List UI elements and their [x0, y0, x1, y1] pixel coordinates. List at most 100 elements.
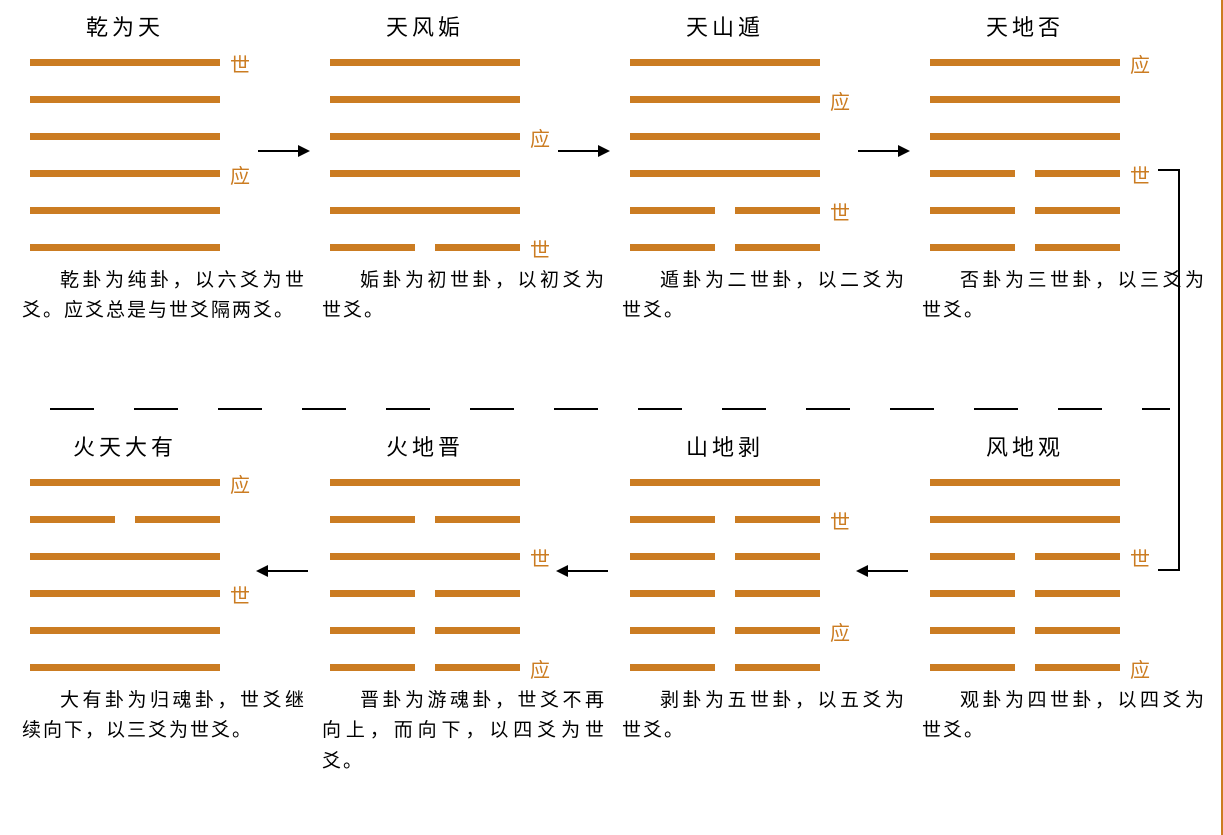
hex-pi: 天地否 应世 否卦为三世卦，以三爻为世爻。 [930, 10, 1190, 327]
hexagram-lines: 应世 [330, 54, 570, 254]
ying-label: 应 [830, 617, 850, 646]
hexagram-lines: 应世 [930, 54, 1170, 254]
connector-line [1178, 170, 1180, 570]
hexagram-lines: 世应 [30, 54, 270, 254]
ying-label: 应 [830, 86, 850, 115]
yin-line: 世 [630, 516, 870, 524]
hex-desc: 观卦为四世卦，以四爻为世爻。 [922, 686, 1206, 747]
ying-label: 应 [530, 654, 550, 683]
yang-line [330, 59, 570, 67]
hex-title: 天山遁 [630, 10, 820, 42]
hexagram-diagram: 乾为天 世应 乾卦为纯卦，以六爻为世爻。应爻总是与世爻隔两爻。 天风姤 应世 姤… [20, 10, 1203, 825]
hex-desc: 姤卦为初世卦，以初爻为世爻。 [322, 266, 606, 327]
hexagram-lines: 世应 [630, 474, 870, 674]
arrow-icon [858, 150, 908, 152]
arrow-icon [558, 150, 608, 152]
yang-line [30, 133, 270, 141]
ying-label: 应 [230, 160, 250, 189]
yin-line [630, 590, 870, 598]
hexagram-lines: 世应 [930, 474, 1170, 674]
shi-label: 世 [230, 580, 250, 609]
yang-line [30, 96, 270, 104]
yin-line: 应 [630, 627, 870, 635]
arrow-icon [258, 570, 308, 572]
hex-title: 火天大有 [30, 430, 220, 462]
yin-line [930, 244, 1170, 252]
yang-line: 应 [630, 96, 870, 104]
yang-line [30, 207, 270, 215]
yin-line [930, 590, 1170, 598]
yang-line [930, 133, 1170, 141]
hex-guan: 风地观 世应 观卦为四世卦，以四爻为世爻。 [930, 430, 1190, 747]
yang-line [630, 133, 870, 141]
hex-jin: 火地晋 世应 晋卦为游魂卦，世爻不再向上，而向下，以四爻为世爻。 [330, 430, 590, 777]
hex-title: 火地晋 [330, 430, 520, 462]
yang-line: 应 [330, 133, 570, 141]
yin-line: 世 [330, 244, 570, 252]
shi-label: 世 [530, 234, 550, 263]
ying-label: 应 [1130, 49, 1150, 78]
hexagram-lines: 应世 [30, 474, 270, 674]
yin-line [630, 553, 870, 561]
ying-label: 应 [1130, 654, 1150, 683]
shi-label: 世 [530, 543, 550, 572]
yang-line [930, 479, 1170, 487]
hex-dayou: 火天大有 应世 大有卦为归魂卦，世爻继续向下，以三爻为世爻。 [30, 430, 290, 747]
yin-line [330, 516, 570, 524]
ying-label: 应 [530, 123, 550, 152]
yin-line: 应 [330, 664, 570, 672]
yin-line [330, 590, 570, 598]
arrow-icon [858, 570, 908, 572]
yin-line [930, 207, 1170, 215]
yang-line [630, 59, 870, 67]
yin-line: 世 [630, 207, 870, 215]
arrow-icon [258, 150, 308, 152]
yang-line [630, 170, 870, 178]
yang-line [930, 516, 1170, 524]
hex-desc: 大有卦为归魂卦，世爻继续向下，以三爻为世爻。 [22, 686, 306, 747]
yin-line [630, 664, 870, 672]
shi-label: 世 [830, 197, 850, 226]
hex-desc: 否卦为三世卦，以三爻为世爻。 [922, 266, 1206, 327]
shi-label: 世 [1130, 160, 1150, 189]
yin-line: 世 [930, 170, 1170, 178]
yin-line: 应 [930, 664, 1170, 672]
yang-line [30, 664, 270, 672]
yin-line [630, 244, 870, 252]
yang-line: 应 [30, 170, 270, 178]
divider-line [50, 408, 1170, 410]
yang-line [30, 244, 270, 252]
hex-title: 乾为天 [30, 10, 220, 42]
yang-line [30, 553, 270, 561]
arrow-icon [558, 570, 608, 572]
hex-dun: 天山遁 应世 遁卦为二世卦，以二爻为世爻。 [630, 10, 890, 327]
hex-bo: 山地剥 世应 剥卦为五世卦，以五爻为世爻。 [630, 430, 890, 747]
hex-desc: 遁卦为二世卦，以二爻为世爻。 [622, 266, 906, 327]
shi-label: 世 [1130, 543, 1150, 572]
yang-line: 应 [930, 59, 1170, 67]
yang-line [930, 96, 1170, 104]
yang-line: 世 [30, 590, 270, 598]
yin-line: 世 [930, 553, 1170, 561]
yang-line: 世 [330, 553, 570, 561]
hex-desc: 剥卦为五世卦，以五爻为世爻。 [622, 686, 906, 747]
hex-desc: 晋卦为游魂卦，世爻不再向上，而向下，以四爻为世爻。 [322, 686, 606, 777]
yang-line [330, 96, 570, 104]
yang-line [330, 170, 570, 178]
yang-line: 世 [30, 59, 270, 67]
hex-desc: 乾卦为纯卦，以六爻为世爻。应爻总是与世爻隔两爻。 [22, 266, 306, 327]
connector-line [1158, 169, 1180, 171]
yin-line [930, 627, 1170, 635]
hex-title: 风地观 [930, 430, 1120, 462]
yang-line [330, 207, 570, 215]
yang-line [330, 479, 570, 487]
shi-label: 世 [830, 506, 850, 535]
hex-title: 天地否 [930, 10, 1120, 42]
hex-gou: 天风姤 应世 姤卦为初世卦，以初爻为世爻。 [330, 10, 590, 327]
connector-line [1158, 569, 1180, 571]
hexagram-lines: 应世 [630, 54, 870, 254]
hex-qian: 乾为天 世应 乾卦为纯卦，以六爻为世爻。应爻总是与世爻隔两爻。 [30, 10, 290, 327]
hexagram-lines: 世应 [330, 474, 570, 674]
yang-line: 应 [30, 479, 270, 487]
hex-title: 天风姤 [330, 10, 520, 42]
